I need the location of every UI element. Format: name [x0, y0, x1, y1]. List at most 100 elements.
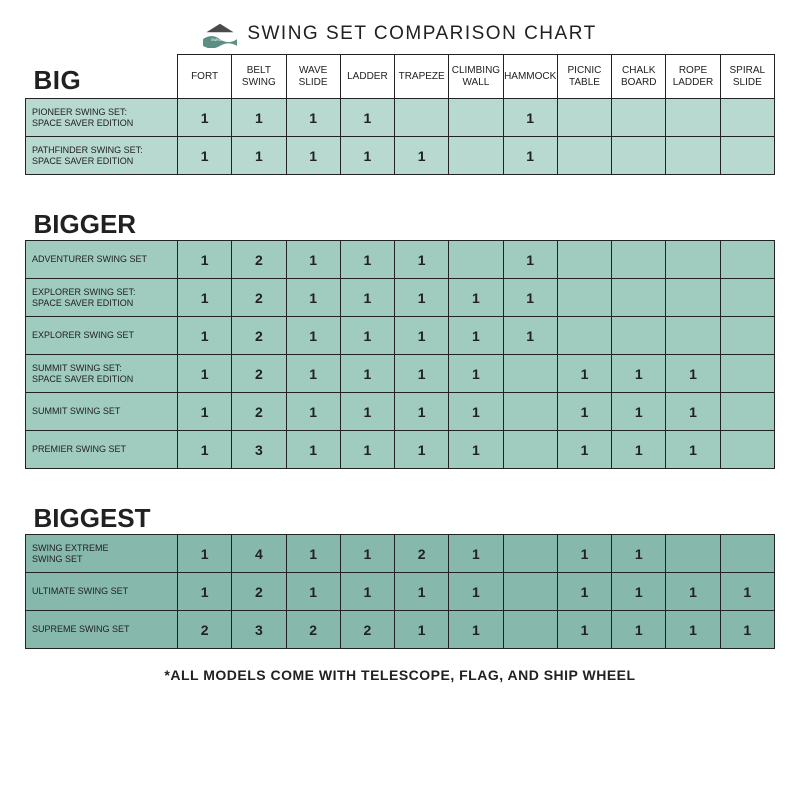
product-name: ADVENTURER SWING SET: [26, 241, 178, 279]
feature-value: 1: [340, 317, 394, 355]
col-header: HAMMOCK: [503, 55, 557, 99]
feature-value: 1: [557, 573, 611, 611]
feature-value: 1: [232, 99, 286, 137]
col-header: ROPELADDER: [666, 55, 720, 99]
feature-value: 1: [449, 393, 503, 431]
feature-value: 1: [286, 99, 340, 137]
feature-value: 1: [177, 241, 231, 279]
feature-value: [557, 137, 611, 175]
col-header: FORT: [177, 55, 231, 99]
section-label: BIGGER: [34, 209, 137, 239]
feature-value: 1: [557, 431, 611, 469]
feature-value: [395, 99, 449, 137]
feature-value: 1: [612, 355, 666, 393]
table-row: EXPLORER SWING SET:SPACE SAVER EDITION12…: [26, 279, 775, 317]
product-name: SUMMIT SWING SET:SPACE SAVER EDITION: [26, 355, 178, 393]
feature-value: 1: [177, 279, 231, 317]
feature-value: 1: [720, 611, 774, 649]
feature-value: 1: [177, 431, 231, 469]
feature-value: 1: [340, 241, 394, 279]
table-header: BIG FORT BELTSWING WAVESLIDE LADDER TRAP…: [26, 55, 775, 99]
feature-value: 1: [503, 317, 557, 355]
feature-value: [720, 535, 774, 573]
feature-value: 1: [666, 573, 720, 611]
swingset-logo-icon: SWINGSET: [203, 20, 237, 48]
feature-value: [612, 137, 666, 175]
feature-value: [666, 99, 720, 137]
feature-value: [720, 279, 774, 317]
feature-value: 1: [666, 393, 720, 431]
feature-value: 1: [286, 393, 340, 431]
feature-value: 1: [503, 279, 557, 317]
table-row: PIONEER SWING SET:SPACE SAVER EDITION111…: [26, 99, 775, 137]
feature-value: [720, 137, 774, 175]
feature-value: 4: [232, 535, 286, 573]
feature-value: [557, 99, 611, 137]
feature-value: 1: [177, 535, 231, 573]
feature-value: 2: [286, 611, 340, 649]
feature-value: [612, 279, 666, 317]
feature-value: 1: [340, 431, 394, 469]
col-header: CHALKBOARD: [612, 55, 666, 99]
feature-value: [666, 279, 720, 317]
feature-value: 2: [232, 317, 286, 355]
feature-value: 1: [395, 279, 449, 317]
feature-value: [720, 355, 774, 393]
feature-value: [666, 535, 720, 573]
feature-value: 1: [666, 431, 720, 469]
feature-value: 1: [395, 241, 449, 279]
feature-value: 1: [340, 137, 394, 175]
feature-value: 1: [449, 279, 503, 317]
col-header: LADDER: [340, 55, 394, 99]
feature-value: [720, 99, 774, 137]
feature-value: 2: [232, 573, 286, 611]
feature-value: 1: [666, 355, 720, 393]
product-name: SUPREME SWING SET: [26, 611, 178, 649]
feature-value: 1: [340, 279, 394, 317]
feature-value: 1: [557, 611, 611, 649]
table-row: ULTIMATE SWING SET1211111111: [26, 573, 775, 611]
feature-value: 1: [503, 99, 557, 137]
table-row: SWING EXTREMESWING SET14112111: [26, 535, 775, 573]
col-header: TRAPEZE: [395, 55, 449, 99]
feature-value: 1: [232, 137, 286, 175]
feature-value: 1: [666, 611, 720, 649]
feature-value: 1: [286, 573, 340, 611]
feature-value: 1: [395, 431, 449, 469]
feature-value: 1: [449, 317, 503, 355]
feature-value: 1: [503, 137, 557, 175]
footnote: *ALL MODELS COME WITH TELESCOPE, FLAG, A…: [25, 667, 775, 683]
feature-value: [449, 241, 503, 279]
col-header: PICNICTABLE: [557, 55, 611, 99]
feature-value: 1: [612, 431, 666, 469]
feature-value: 1: [395, 317, 449, 355]
feature-value: 1: [177, 393, 231, 431]
feature-value: 1: [503, 241, 557, 279]
feature-value: [666, 241, 720, 279]
feature-value: 1: [395, 355, 449, 393]
section-label: BIGGEST: [34, 503, 151, 533]
feature-value: 1: [557, 535, 611, 573]
feature-value: 1: [449, 431, 503, 469]
feature-value: [720, 317, 774, 355]
feature-value: 1: [612, 535, 666, 573]
feature-value: [666, 137, 720, 175]
feature-value: [612, 99, 666, 137]
table-row: SUMMIT SWING SET121111111: [26, 393, 775, 431]
comparison-table: BIG FORT BELTSWING WAVESLIDE LADDER TRAP…: [25, 54, 775, 649]
col-header: CLIMBINGWALL: [449, 55, 503, 99]
table-row: EXPLORER SWING SET1211111: [26, 317, 775, 355]
feature-value: 1: [177, 573, 231, 611]
table-row: PREMIER SWING SET131111111: [26, 431, 775, 469]
feature-value: 1: [557, 355, 611, 393]
feature-value: 1: [340, 573, 394, 611]
feature-value: [612, 241, 666, 279]
feature-value: 1: [395, 573, 449, 611]
table-row: ADVENTURER SWING SET121111: [26, 241, 775, 279]
feature-value: 1: [720, 573, 774, 611]
feature-value: [503, 393, 557, 431]
product-name: ULTIMATE SWING SET: [26, 573, 178, 611]
feature-value: [720, 431, 774, 469]
product-name: EXPLORER SWING SET:SPACE SAVER EDITION: [26, 279, 178, 317]
col-header: SPIRALSLIDE: [720, 55, 774, 99]
